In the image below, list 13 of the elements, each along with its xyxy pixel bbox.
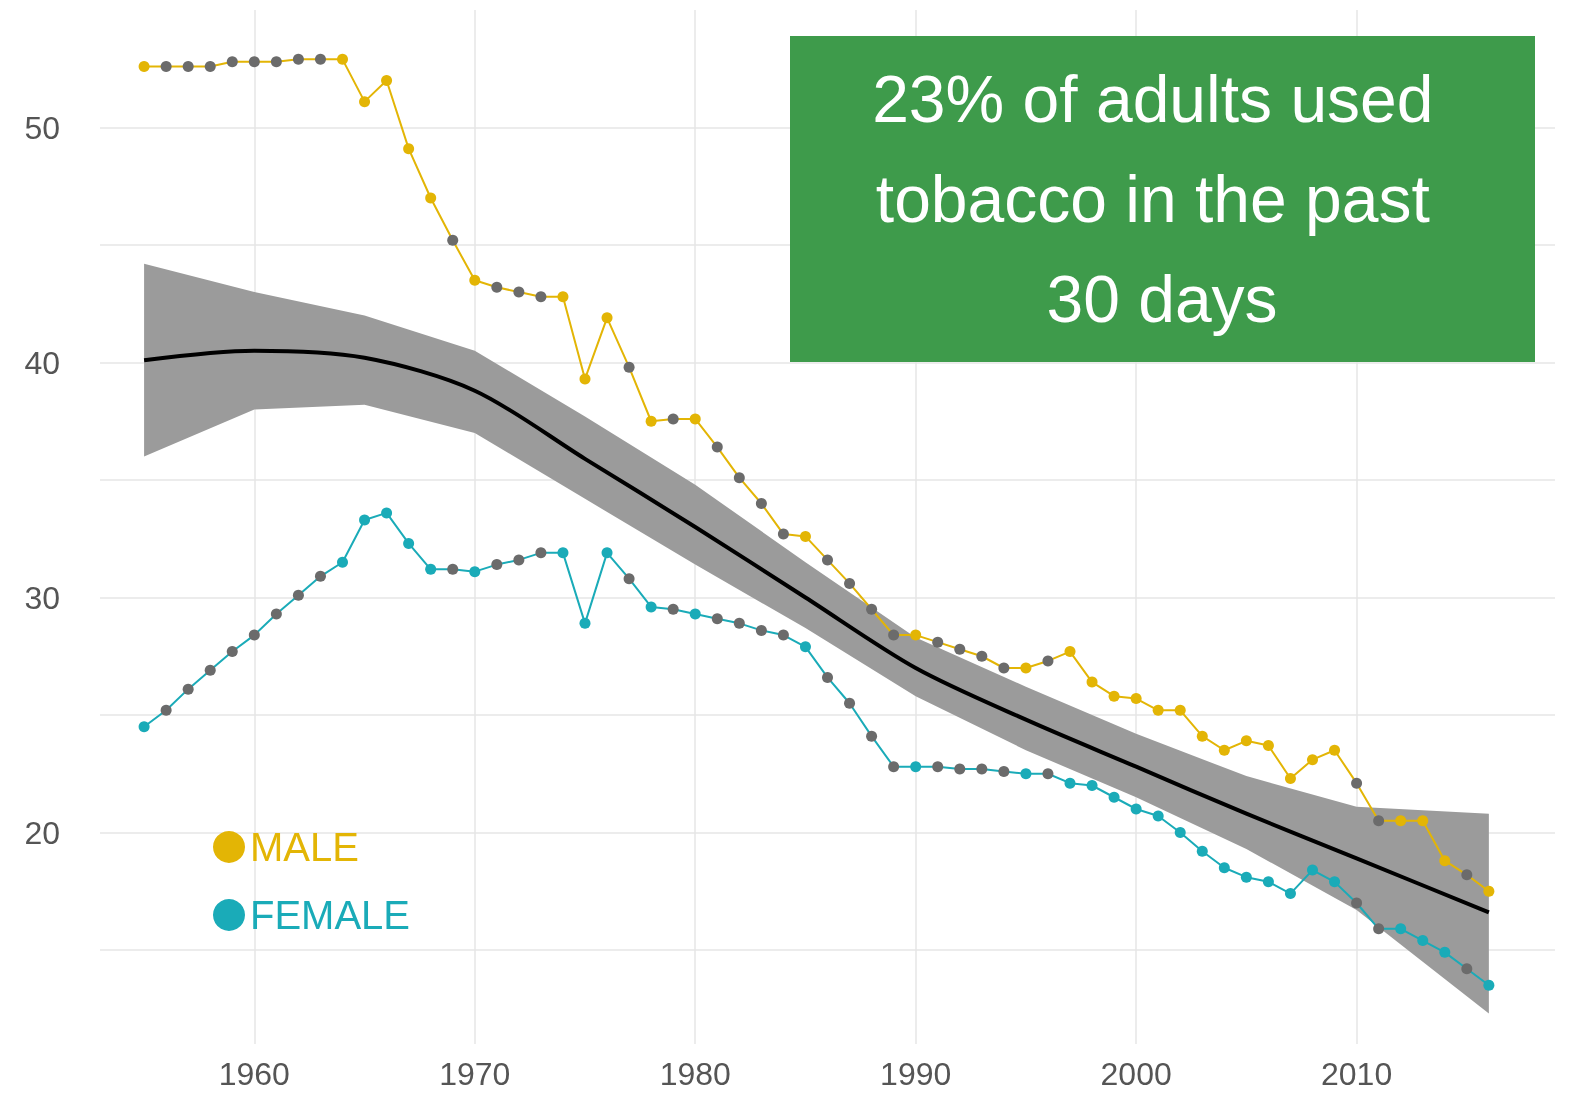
y-tick-label: 40 — [24, 344, 60, 381]
x-tick-label: 1960 — [218, 1056, 290, 1092]
annotation: 23% of adults used tobacco in the past 30 days — [872, 62, 1452, 336]
x-tick-label: 1990 — [880, 1056, 952, 1092]
x-tick-label: 2010 — [1321, 1056, 1393, 1092]
y-tick-label: 20 — [24, 814, 60, 851]
x-tick-label: 1970 — [439, 1056, 511, 1092]
legend-label: FEMALE — [250, 893, 411, 937]
legend-label: MALE — [250, 825, 359, 869]
x-tick-label: 1980 — [659, 1056, 731, 1092]
y-tick-label: 30 — [24, 579, 60, 616]
y-tick-label: 50 — [24, 109, 60, 146]
x-tick-label: 2000 — [1100, 1056, 1172, 1092]
